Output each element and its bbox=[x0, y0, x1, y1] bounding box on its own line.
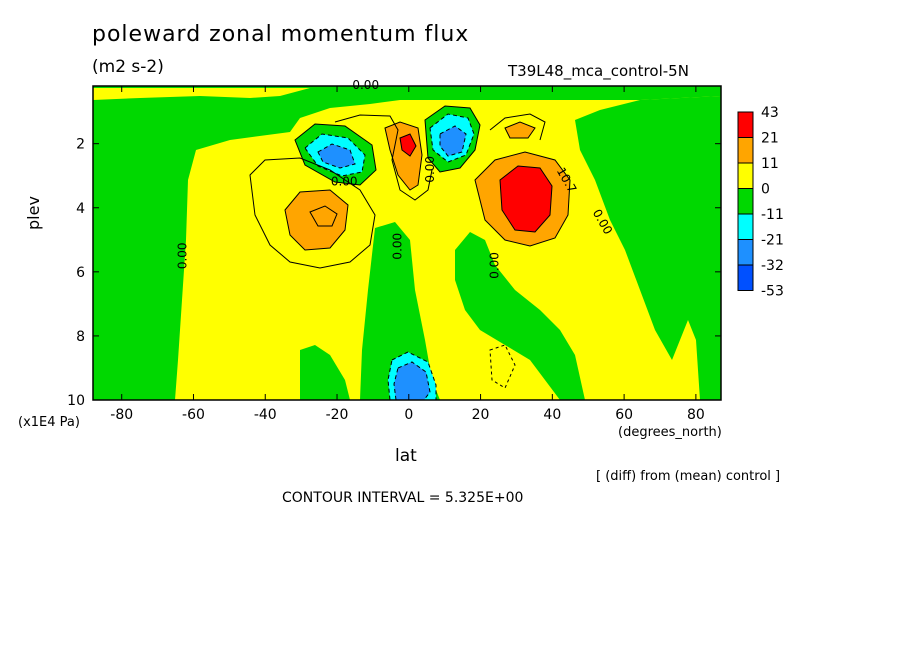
colorbar-level-label: -53 bbox=[761, 284, 784, 300]
fill-band-11-21-small bbox=[504, 121, 536, 139]
colorbar-level-label: -32 bbox=[761, 258, 784, 274]
contour-line bbox=[489, 113, 546, 141]
y-axis-label: plev bbox=[24, 196, 43, 230]
colorbar-level-label: 43 bbox=[761, 105, 779, 121]
contour-label: 0.00 bbox=[331, 174, 358, 188]
contour-line bbox=[309, 205, 338, 227]
colorbar-swatch bbox=[737, 137, 754, 164]
fill-band-neg32-neg21-left bbox=[317, 143, 356, 169]
colorbar-swatch bbox=[737, 111, 754, 138]
x-tick-label: -40 bbox=[254, 407, 277, 423]
x-tick-label: 80 bbox=[687, 407, 705, 423]
x-tick-label: 40 bbox=[543, 407, 561, 423]
x-tick-label: -20 bbox=[326, 407, 349, 423]
fill-band-21-43-center bbox=[399, 133, 417, 157]
colorbar-level-label: 11 bbox=[761, 156, 779, 172]
colorbar: 43 21 11 0 -11 -21 -32 -53 bbox=[737, 105, 784, 300]
x-tick-label: -80 bbox=[110, 407, 133, 423]
colorbar-swatch bbox=[737, 239, 754, 266]
y-tick-label: 6 bbox=[76, 265, 85, 281]
fill-band-neg-green-mid-right bbox=[455, 232, 585, 400]
fill-band-21-43-right bbox=[499, 165, 553, 233]
colorbar-swatch bbox=[737, 264, 754, 291]
y-tick-label: 10 bbox=[67, 393, 85, 409]
contour-label: 0.00 bbox=[391, 233, 405, 260]
fill-band-neg-green-left bbox=[93, 86, 380, 400]
colorbar-level-label: 21 bbox=[761, 131, 779, 147]
run-label: T39L48_mca_control-5N bbox=[508, 62, 689, 80]
fill-band-neg32-neg21-right bbox=[439, 125, 467, 157]
contour-label: 0.00 bbox=[175, 242, 189, 269]
colorbar-swatch bbox=[737, 162, 754, 189]
colorbar-level-label: -11 bbox=[761, 207, 784, 223]
fill-band-neg-green-bottom-left bbox=[300, 345, 350, 400]
fill-band-yellow-top-strip bbox=[93, 88, 310, 100]
fill-band-yellow-bottom-pocket bbox=[448, 372, 480, 400]
contour-line bbox=[334, 114, 433, 201]
plot-frame bbox=[92, 85, 722, 401]
x-tick-label: 60 bbox=[615, 407, 633, 423]
colorbar-swatch bbox=[737, 213, 754, 240]
fill-band-neg-green-right bbox=[575, 96, 721, 400]
fill-band-11-21-left bbox=[284, 189, 349, 251]
contour-label: 0.00 bbox=[352, 78, 379, 92]
x-axis-unit: (degrees_north) bbox=[618, 425, 722, 440]
x-axis-label: lat bbox=[395, 446, 417, 466]
colorbar-level-label: 0 bbox=[761, 182, 770, 198]
colorbar-level-label: -21 bbox=[761, 233, 784, 249]
x-tick-label: -60 bbox=[182, 407, 205, 423]
contour-line bbox=[249, 157, 376, 269]
fill-band-neg32-neg21-bottom bbox=[393, 361, 431, 400]
contour-interval: CONTOUR INTERVAL = 5.325E+00 bbox=[282, 490, 524, 506]
fill-band-neg-green-lower-mid bbox=[360, 222, 440, 400]
y-tick-label: 8 bbox=[76, 329, 85, 345]
contour-line bbox=[489, 344, 516, 389]
fill-band-neg-green-upper bbox=[93, 92, 310, 130]
axis-ticks: -80 -60 -40 -20 0 20 40 60 80 2 4 6 8 10 bbox=[67, 86, 721, 423]
chart-units: (m2 s-2) bbox=[92, 57, 164, 77]
chart-title: poleward zonal momentum flux bbox=[92, 22, 470, 47]
y-tick-label: 4 bbox=[76, 201, 85, 217]
contour-label: 0.00 bbox=[488, 252, 502, 279]
contour-fill-layer bbox=[93, 86, 721, 400]
y-axis-unit: (x1E4 Pa) bbox=[18, 415, 80, 430]
x-tick-label: 0 bbox=[404, 407, 413, 423]
diff-note: [ (diff) from (mean) control ] bbox=[596, 469, 781, 484]
x-tick-label: 20 bbox=[472, 407, 490, 423]
colorbar-swatch bbox=[737, 188, 754, 215]
y-tick-label: 2 bbox=[76, 137, 85, 153]
contour-label: 0.00 bbox=[423, 156, 437, 183]
